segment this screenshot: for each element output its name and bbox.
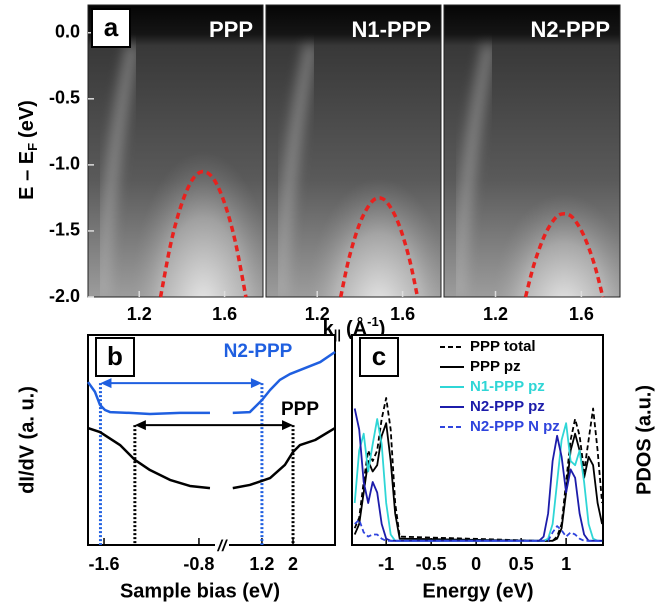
label-sup: -1	[367, 314, 379, 329]
series-line	[353, 418, 603, 542]
band-glow	[128, 151, 263, 297]
panel-label: a	[104, 12, 119, 42]
label-sub: F	[25, 143, 40, 151]
label-close: )	[379, 318, 386, 340]
panel-label: b	[107, 341, 123, 371]
band-streak	[452, 43, 496, 297]
band-glow	[490, 193, 620, 297]
image-frame	[443, 4, 621, 298]
label-sub: ||	[334, 327, 341, 342]
band-fit	[158, 169, 248, 298]
band-streak	[96, 43, 140, 297]
legend-label: N2-PPP N pz	[470, 418, 560, 435]
panel-title: PPP	[209, 17, 253, 42]
panel-label-box	[95, 337, 135, 377]
axis-break: //	[217, 538, 228, 555]
spectrum-image	[88, 5, 263, 297]
band-fit	[523, 212, 605, 298]
y-tick-label: -2.0	[49, 286, 80, 306]
x-tick-label: -1	[378, 554, 394, 574]
band-streak	[274, 43, 318, 297]
x-tick-label: 1.2	[483, 304, 508, 324]
x-tick-label: 1.2	[305, 304, 330, 324]
series-label: PPP	[281, 399, 319, 420]
x-axis-title: Energy (eV)	[422, 580, 533, 602]
panel-title: N2-PPP	[531, 17, 610, 42]
x-tick-label: 1.2	[127, 304, 152, 324]
label-text: E – E	[16, 151, 38, 200]
x-tick-label: 1.6	[569, 304, 594, 324]
panel-label-box	[91, 8, 131, 48]
x-tick-label: 1.6	[390, 304, 415, 324]
series-label: N2-PPP	[224, 341, 293, 362]
y-tick-label: -0.5	[49, 88, 80, 108]
y-tick-label: -1.0	[49, 154, 80, 174]
x-tick-label: 1	[561, 554, 571, 574]
y-tick-label: 0.0	[55, 21, 80, 41]
spectrum-image	[266, 5, 441, 297]
series-line	[86, 350, 336, 416]
x-tick-label: -0.8	[183, 554, 214, 574]
axis-break-gap	[215, 541, 229, 549]
band-fit	[338, 196, 420, 298]
y-tick-label: -1.5	[49, 220, 80, 240]
x-tick-label: -1.6	[89, 554, 120, 574]
image-frame	[265, 4, 442, 298]
legend-label: PPP pz	[470, 358, 521, 375]
y-axis-title: E – EF (eV)	[16, 100, 40, 200]
x-tick-label: -0.5	[416, 554, 447, 574]
x-axis-title: Sample bias (eV)	[120, 580, 280, 602]
y-axis-title: dI/dV (a. u.)	[16, 386, 38, 494]
x-tick-label: 2	[288, 554, 298, 574]
series-line	[87, 426, 336, 490]
label-unit: (eV)	[16, 100, 38, 138]
y-axis-title: PDOS (a.u.)	[633, 385, 655, 495]
panel-title: N1-PPP	[352, 17, 431, 42]
x-tick-label: 0.5	[509, 554, 534, 574]
legend-label: N2-PPP pz	[470, 398, 545, 415]
image-frame	[87, 4, 264, 298]
panel-label: c	[372, 341, 386, 371]
series-line	[354, 518, 603, 542]
x-tick-label: 0	[471, 554, 481, 574]
legend-label: PPP total	[470, 338, 536, 355]
legend-label: N1-PPP pz	[470, 378, 545, 395]
x-tick-label: 1.2	[249, 554, 274, 574]
x-tick-label: 1.6	[212, 304, 237, 324]
series-line	[353, 408, 603, 542]
band-glow	[304, 177, 441, 297]
panel-label-box	[359, 337, 399, 377]
